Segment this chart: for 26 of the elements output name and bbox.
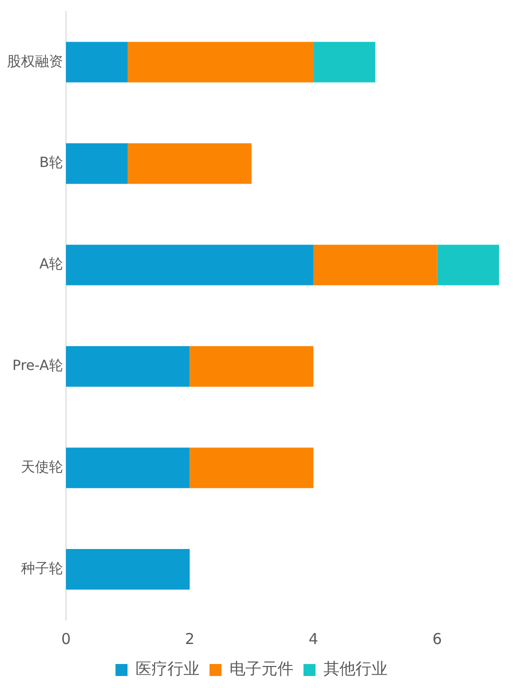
bar <box>66 346 190 387</box>
bar <box>128 42 314 82</box>
bar <box>313 42 376 82</box>
bar <box>66 244 314 286</box>
bar <box>437 244 499 286</box>
bar <box>66 143 128 184</box>
bar <box>66 548 190 590</box>
bar <box>190 346 314 387</box>
y-tick-label: 股权融资 <box>7 54 63 70</box>
bar <box>66 448 190 488</box>
x-tick-label: 0 <box>61 630 71 648</box>
y-tick-label: B轮 <box>39 155 63 172</box>
bar <box>190 448 314 488</box>
y-tick-label: A轮 <box>39 256 63 273</box>
y-tick-label: Pre-A轮 <box>12 358 63 374</box>
legend-label: 医疗行业 <box>136 659 200 678</box>
y-tick-label: 种子轮 <box>21 560 63 577</box>
legend-label: 其他行业 <box>324 659 388 678</box>
legend-label: 电子元件 <box>230 659 294 678</box>
bar <box>66 42 128 82</box>
x-tick-label: 6 <box>432 630 442 648</box>
bar <box>313 244 438 286</box>
x-tick-label: 4 <box>308 630 318 648</box>
y-tick-label: 天使轮 <box>21 459 63 476</box>
x-tick-label: 2 <box>184 630 194 648</box>
bar <box>128 143 252 184</box>
